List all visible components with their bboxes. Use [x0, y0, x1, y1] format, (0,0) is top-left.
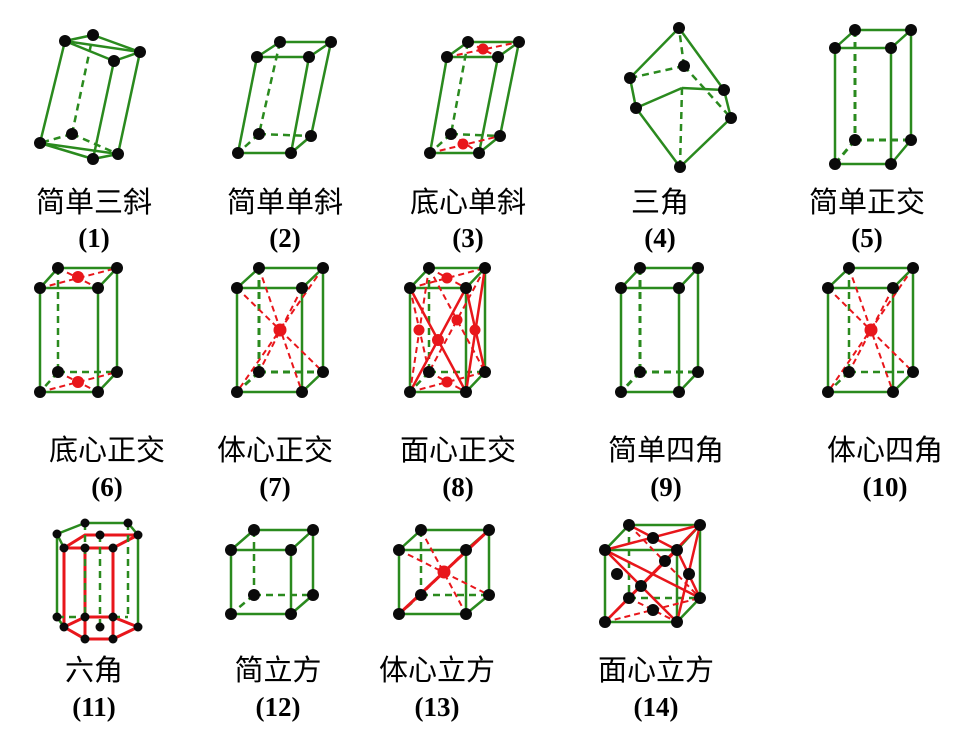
lattice-7-name: 体心正交 [217, 433, 333, 467]
lattice-2-number: (2) [269, 223, 300, 253]
lattice-6-base-centered-orthorhombic [34, 262, 123, 398]
lattice-3-base-centered-monoclinic [424, 36, 525, 159]
lattice-2-name: 简单单斜 [227, 185, 343, 219]
lattice-1-name: 简单三斜 [36, 185, 152, 219]
lattice-6-number: (6) [91, 472, 122, 502]
lattice-10-number: (10) [863, 472, 908, 502]
lattice-4-name: 三角 [631, 185, 689, 219]
lattice-8-number: (8) [442, 472, 473, 502]
lattice-13-body-centered-cubic [393, 524, 495, 620]
lattice-8-name: 面心正交 [400, 433, 516, 467]
lattice-11-hexagonal [52, 518, 143, 644]
lattice-8-face-centered-orthorhombic [404, 262, 491, 398]
lattice-9-simple-tetragonal [615, 262, 704, 398]
lattice-9-number: (9) [650, 472, 681, 502]
lattice-1-number: (1) [78, 223, 109, 253]
lattice-10-name: 体心四角 [827, 433, 943, 467]
lattice-2-simple-monoclinic [232, 36, 337, 159]
lattice-6-name: 底心正交 [49, 433, 165, 467]
lattice-7-body-centered-orthorhombic [231, 262, 329, 398]
lattice-3-number: (3) [452, 223, 483, 253]
lattice-labels: 简单三斜 (1) 简单单斜 (2) 底心单斜 (3) 三角 (4) 简单正交 (… [36, 185, 943, 722]
lattice-1-simple-triclinic [34, 29, 146, 165]
lattice-4-trigonal [624, 22, 737, 173]
lattice-5-name: 简单正交 [809, 185, 925, 219]
lattice-14-name: 面心立方 [598, 653, 714, 687]
lattice-5-number: (5) [851, 223, 882, 253]
lattice-11-number: (11) [72, 692, 116, 722]
lattice-12-simple-cubic [225, 524, 319, 620]
lattice-9-name: 简单四角 [608, 433, 724, 467]
lattice-14-face-centered-cubic [599, 519, 706, 628]
lattice-5-simple-orthorhombic [829, 24, 917, 170]
lattice-14-number: (14) [634, 692, 679, 722]
lattice-10-body-centered-tetragonal [822, 262, 919, 398]
lattice-13-number: (13) [415, 692, 460, 722]
lattice-4-number: (4) [644, 223, 675, 253]
lattice-7-number: (7) [259, 472, 290, 502]
lattice-3-name: 底心单斜 [410, 185, 526, 219]
lattice-12-name: 简立方 [234, 653, 321, 687]
lattice-13-name: 体心立方 [379, 653, 495, 687]
lattice-11-name: 六角 [65, 653, 123, 687]
lattice-12-number: (12) [256, 692, 301, 722]
